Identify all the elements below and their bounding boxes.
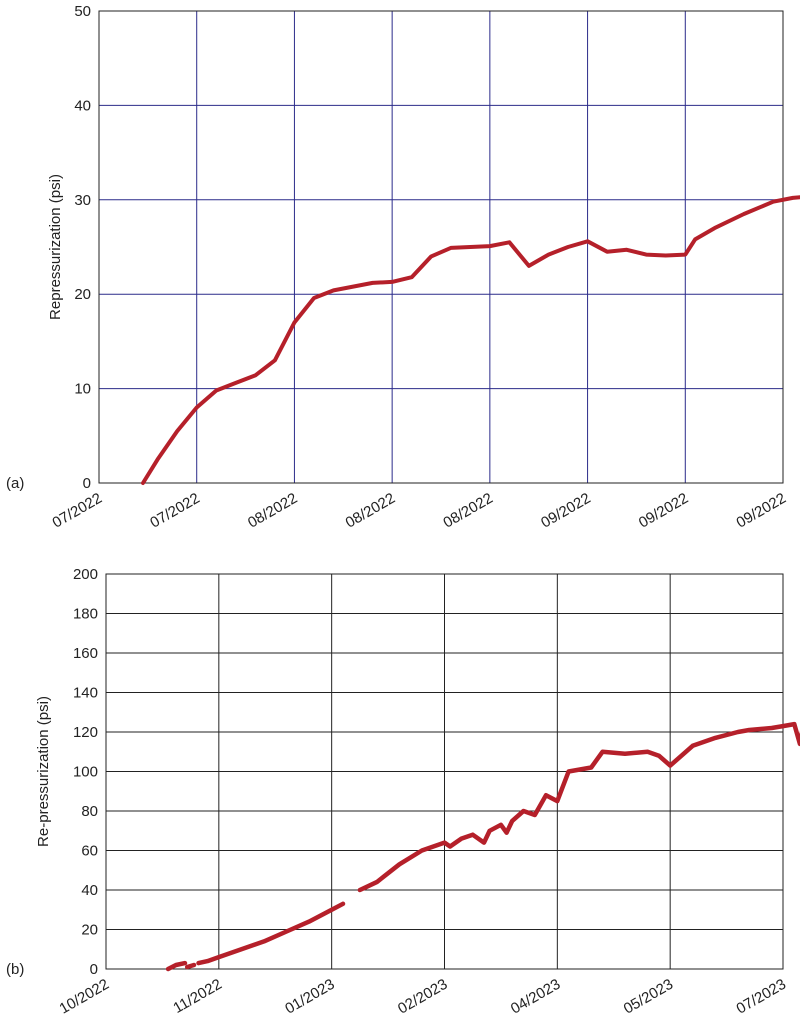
- x-tick-label: 07/2022: [50, 490, 105, 532]
- x-tick-label: 07/2022: [147, 490, 202, 532]
- y-tick-label: 10: [74, 381, 91, 398]
- series-line: [141, 195, 800, 485]
- y-tick-label: 200: [73, 566, 98, 583]
- x-tick-label: 01/2023: [282, 976, 337, 1018]
- y-tick-label: 40: [74, 97, 91, 114]
- y-tick-label: 20: [74, 286, 91, 303]
- x-tick-label: 05/2023: [621, 976, 676, 1018]
- y-tick-label: 120: [73, 724, 98, 741]
- series-line: [165, 960, 188, 972]
- x-tick-label: 09/2022: [538, 490, 593, 532]
- y-tick-label: 60: [81, 843, 98, 860]
- y-tick-label: 160: [73, 645, 98, 662]
- y-tick-label: 0: [90, 961, 98, 978]
- chart-panel-b: 0 20 40 60 80 100 120 140 160 180 200 10/2022 11/202…: [6, 566, 800, 1018]
- series-line: [357, 721, 800, 893]
- x-tick-label: 11/2022: [170, 976, 224, 1017]
- chart-panel-a: 0 10 20 30 40 50 07/2022 07/2022 08/2022 08/2022 0…: [6, 3, 800, 532]
- x-tick-label: 08/2022: [440, 490, 495, 532]
- y-tick-label: 180: [73, 606, 98, 623]
- y-tick-label: 20: [81, 922, 98, 939]
- y-tick-label: 40: [81, 882, 98, 899]
- y-axis-label: Re-pressurization (psi): [35, 696, 52, 847]
- plot-frame: [105, 573, 784, 970]
- x-tick-label: 08/2022: [245, 490, 300, 532]
- y-tick-label: 50: [74, 3, 91, 20]
- x-tick-label: 09/2022: [734, 490, 789, 532]
- series-line: [184, 962, 197, 970]
- x-tick-label: 08/2022: [343, 490, 398, 532]
- x-tick-label: 02/2023: [395, 976, 450, 1018]
- plot-frame: [98, 10, 784, 484]
- x-tick-label: 04/2023: [508, 976, 563, 1018]
- y-tick-label: 100: [73, 764, 98, 781]
- x-tick-label: 10/2022: [57, 976, 112, 1018]
- y-tick-label: 0: [83, 475, 91, 492]
- x-tick-label: 07/2023: [734, 976, 789, 1018]
- y-axis-label: Repressurization (psi): [47, 174, 64, 320]
- panel-label: (b): [6, 961, 24, 978]
- y-tick-label: 140: [73, 685, 98, 702]
- panel-label: (a): [6, 475, 24, 492]
- series-line: [196, 901, 346, 966]
- y-tick-label: 80: [81, 803, 98, 820]
- y-tick-label: 30: [74, 192, 91, 209]
- x-tick-label: 09/2022: [636, 490, 691, 532]
